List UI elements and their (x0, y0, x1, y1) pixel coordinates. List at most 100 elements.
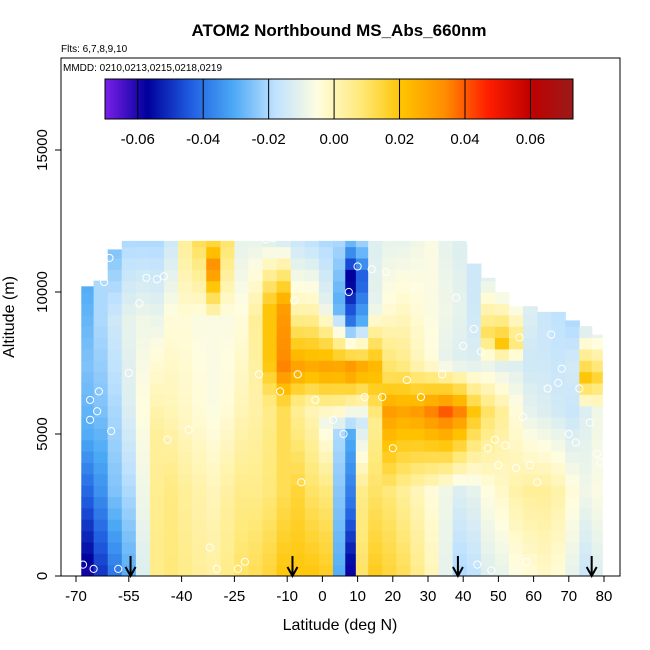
heatmap-cell (81, 337, 95, 350)
heatmap-cell (135, 292, 151, 304)
heatmap-cell (565, 462, 580, 475)
heatmap-cell (452, 337, 468, 350)
latitude-arrows (124, 556, 598, 579)
latitude-arrow-head (585, 566, 598, 579)
heatmap-cell (149, 280, 165, 293)
heatmap-cell (508, 541, 524, 554)
heatmap-cell (318, 541, 334, 554)
heatmap-cell (591, 348, 603, 361)
heatmap-cell (81, 428, 95, 441)
heatmap-cell (591, 541, 603, 554)
heatmap-cell (135, 303, 151, 316)
colorbar-tick-label: 0.04 (450, 131, 479, 148)
heatmap-cell (135, 473, 151, 486)
heatmap-cell (591, 530, 603, 543)
heatmap-cell (579, 473, 593, 486)
heatmap-cell (164, 530, 179, 543)
heatmap-cell (81, 496, 95, 509)
heatmap-cell (234, 439, 250, 452)
heatmap-cell (508, 485, 524, 498)
heatmap-cell (149, 564, 165, 576)
heatmap-cell (438, 394, 454, 407)
heatmap-cell (368, 257, 383, 270)
heatmap-cell (290, 314, 306, 327)
heatmap-cell (410, 496, 426, 509)
heatmap-cell (220, 394, 235, 407)
sample-point (269, 233, 278, 243)
heatmap-cell (81, 360, 95, 373)
heatmap-cell (565, 564, 580, 576)
heatmap-cell (466, 428, 482, 441)
x-tick-label: -40 (171, 588, 193, 605)
heatmap-cell (523, 348, 538, 361)
heatmap-cell (93, 485, 109, 498)
heatmap-cell (345, 326, 357, 339)
chart-title: ATOM2 Northbound MS_Abs_660nm (191, 21, 486, 40)
heatmap-cell (234, 394, 250, 407)
sample-point (163, 435, 172, 444)
heatmap-cell (537, 416, 552, 429)
heatmap-cell (206, 303, 221, 316)
heatmap-cell (81, 371, 95, 384)
heatmap-cell (318, 360, 334, 373)
sample-point (518, 412, 528, 422)
heatmap-cell (452, 303, 468, 316)
heatmap-cell (565, 405, 580, 418)
heatmap-cell (508, 496, 524, 509)
heatmap-cell (121, 371, 137, 384)
heatmap-cell (579, 451, 593, 463)
heatmap-cell (206, 280, 221, 293)
heatmap-cell (591, 428, 603, 441)
heatmap-cell (304, 337, 320, 350)
heatmap-cell (438, 428, 454, 441)
sample-point (94, 387, 103, 396)
heatmap-cell (248, 292, 264, 304)
heatmap-cell (149, 314, 165, 327)
heatmap-cell (410, 541, 426, 554)
heatmap-cell (234, 326, 250, 339)
heatmap-cell (508, 530, 524, 543)
heatmap-cell (192, 257, 207, 270)
heatmap-cell (537, 553, 552, 566)
heatmap-cell (332, 519, 346, 532)
heatmap-cell (523, 564, 538, 576)
heatmap-cell (192, 507, 207, 520)
sample-point (381, 268, 390, 277)
heatmap-cell (410, 519, 426, 532)
heatmap-cell (396, 507, 411, 520)
heatmap-cell (452, 451, 468, 463)
heatmap-cell (332, 348, 346, 361)
heatmap-cell (135, 530, 151, 543)
heatmap-cell (355, 564, 369, 576)
heatmap-cell (466, 348, 482, 361)
heatmap-cell (332, 564, 346, 576)
heatmap-cell (508, 348, 524, 361)
heatmap-cell (345, 530, 357, 543)
heatmap-cell (206, 240, 221, 248)
heatmap-cell (164, 326, 179, 339)
heatmap-cell (290, 485, 306, 498)
heatmap-cell (290, 473, 306, 486)
heatmap-cell (466, 337, 482, 350)
heatmap-cell (508, 314, 524, 327)
heatmap-cell (537, 337, 552, 350)
heatmap-cell (290, 507, 306, 520)
heatmap-cell (345, 382, 357, 395)
sample-point (290, 296, 299, 305)
heatmap-cell (248, 405, 264, 418)
heatmap-cell (164, 519, 179, 532)
sample-point (533, 478, 542, 487)
heatmap-cell (220, 507, 235, 520)
heatmap-cell (508, 564, 524, 576)
sample-point (473, 560, 482, 569)
heatmap-cell (368, 428, 383, 441)
heatmap-cell (438, 473, 454, 486)
heatmap-cell (81, 519, 95, 532)
heatmap-cell (220, 462, 235, 475)
heatmap-cell (178, 303, 193, 316)
heatmap-cell (424, 337, 440, 350)
heatmap-cell (494, 292, 510, 304)
heatmap-cell (290, 382, 306, 395)
heatmap-cell (537, 326, 552, 339)
